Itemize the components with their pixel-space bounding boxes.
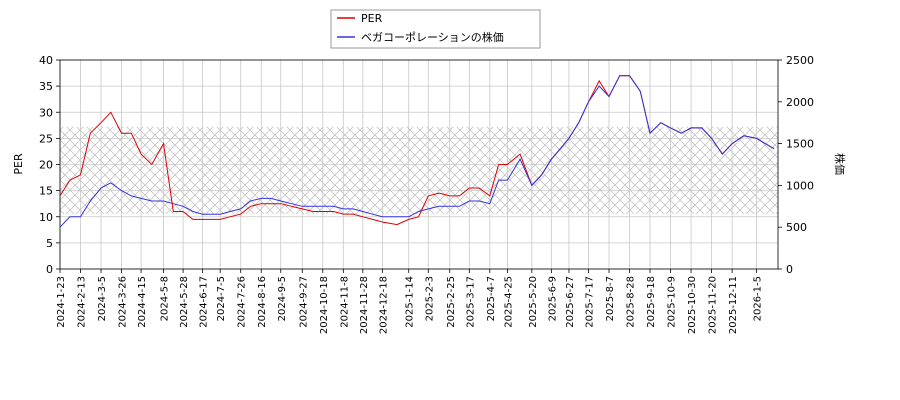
y-tick-label: 40	[39, 54, 53, 67]
y-tick-label: 20	[39, 159, 53, 172]
x-tick-label: 2024-1-23	[56, 276, 67, 328]
y2-tick-label: 1500	[786, 138, 814, 151]
y-axis-label: PER	[12, 153, 25, 175]
x-tick-label: 2024-12-18	[378, 276, 389, 334]
y-tick-label: 15	[39, 185, 53, 198]
y-tick-label: 35	[39, 80, 53, 93]
y2-tick-label: 0	[786, 263, 793, 276]
x-tick-label: 2024-7-5	[216, 276, 227, 321]
x-tick-label: 2025-8-7	[605, 276, 616, 321]
legend: PER ベガコーポレーションの株価	[330, 9, 541, 49]
y-tick-label: 0	[46, 263, 53, 276]
x-tick-label: 2024-11-8	[339, 276, 350, 328]
y-tick-label: 5	[46, 237, 53, 250]
x-tick-label: 2025-4-25	[503, 276, 514, 328]
x-tick-label: 2024-3-5	[97, 276, 108, 321]
y2-axis-label: 株価	[833, 153, 847, 175]
legend-box	[330, 9, 541, 49]
x-tick-label: 2024-5-28	[179, 276, 190, 328]
x-tick-label: 2024-3-26	[118, 276, 129, 328]
x-tick-label: 2025-12-11	[728, 276, 739, 334]
x-tick-label: 2024-9-27	[298, 276, 309, 328]
y2-tick-label: 1000	[786, 179, 814, 192]
x-tick-label: 2024-2-13	[77, 276, 88, 328]
x-tick-label: 2026-1-5	[753, 276, 764, 321]
x-tick-label: 2025-2-25	[446, 276, 457, 328]
hatch-band	[60, 126, 778, 215]
x-tick-label: 2025-8-28	[626, 276, 637, 328]
legend-label: ベガコーポレーションの株価	[361, 30, 504, 44]
x-tick-label: 2025-4-7	[486, 276, 497, 321]
x-tick-label: 2024-4-15	[137, 276, 148, 328]
x-tick-label: 2025-7-17	[584, 276, 595, 328]
x-tick-label: 2025-10-9	[667, 276, 678, 328]
x-tick-label: 2024-8-16	[257, 276, 268, 328]
x-tick-label: 2025-10-30	[687, 276, 698, 334]
plot-frame	[59, 59, 779, 270]
x-tick-label: 2025-2-3	[424, 276, 435, 321]
x-tick-label: 2025-9-18	[646, 276, 657, 328]
x-tick-label: 2025-6-9	[547, 276, 558, 321]
y2-tick-label: 2500	[786, 54, 814, 67]
x-tick-label: 2024-9-5	[277, 276, 288, 321]
x-tick-label: 2024-10-18	[319, 276, 330, 334]
y-tick-label: 10	[39, 211, 53, 224]
y2-tick-label: 2000	[786, 96, 814, 109]
x-tick-label: 2025-1-14	[405, 276, 416, 328]
x-tick-label: 2025-3-17	[465, 276, 476, 328]
x-tick-label: 2025-5-20	[528, 276, 539, 328]
x-tick-label: 2024-11-28	[359, 276, 370, 334]
legend-label: PER	[361, 12, 383, 25]
x-tick-label: 2025-11-20	[708, 276, 719, 334]
x-tick-label: 2024-5-8	[160, 276, 171, 321]
y2-tick-label: 500	[786, 221, 807, 234]
y-tick-label: 25	[39, 132, 53, 145]
y-tick-label: 30	[39, 106, 53, 119]
x-tick-label: 2025-6-27	[565, 276, 576, 328]
x-tick-label: 2024-7-26	[237, 276, 248, 328]
x-tick-label: 2024-6-17	[199, 276, 210, 328]
series-line	[59, 75, 775, 228]
